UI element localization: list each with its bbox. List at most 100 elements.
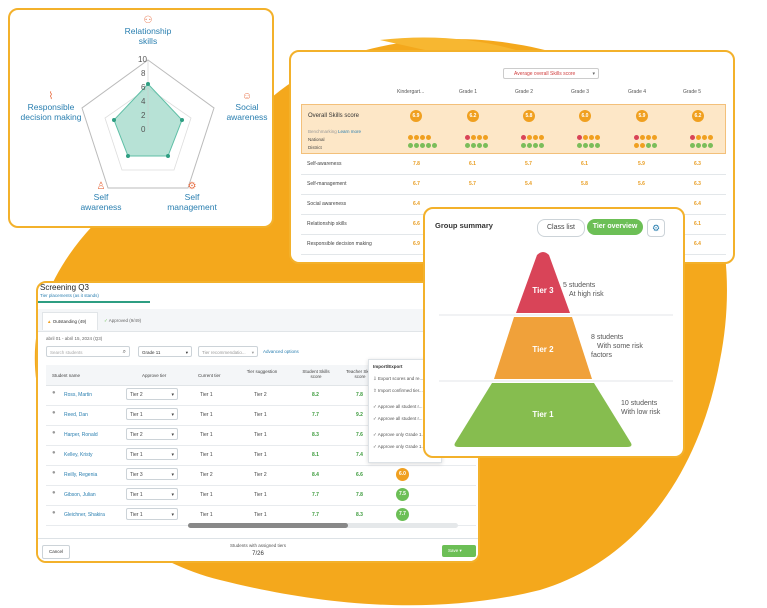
national-label: National <box>308 137 325 142</box>
student-name-link[interactable]: Reilly, Regenia <box>64 472 98 478</box>
handshake-icon: ⚇ <box>143 15 153 26</box>
approve-tier-select[interactable]: Tier 3 ▾ <box>126 468 178 480</box>
person-icon: ♙ <box>96 181 106 192</box>
overall-score: 5.8 <box>523 110 535 122</box>
current-tier: Tier 1 <box>200 492 213 498</box>
overall-score-row: Overall Skills score 6.9 6.2 5.8 6.0 5.9… <box>301 104 726 154</box>
table-row: ● Reilly, Regenia Tier 3 ▾ Tier 2 Tier 2 8.4 6.… <box>46 465 476 486</box>
column-header[interactable]: Kindergart... <box>397 89 425 95</box>
score-type-dropdown[interactable]: Average overall Skills score ▾ <box>503 68 599 79</box>
overall-score: 5.9 <box>636 110 648 122</box>
radar-tick-10: 10 <box>138 55 147 64</box>
current-tier: Tier 1 <box>200 392 213 398</box>
footer-label: Students with assigned tiers <box>229 543 287 548</box>
advanced-options-link[interactable]: Advanced options <box>263 349 299 354</box>
district-label: District <box>308 145 322 150</box>
teacher-skills-score: 7.4 <box>356 452 363 458</box>
overall-score: 6.2 <box>692 110 704 122</box>
menu-item-export[interactable]: ⇩ Export scores and re... <box>373 376 424 381</box>
chevron-down-icon: ▾ <box>171 472 174 478</box>
teacher-skills-score: 8.3 <box>356 512 363 518</box>
column-header[interactable]: Grade 1 <box>459 89 478 95</box>
save-button[interactable]: Save ▾ <box>442 545 476 557</box>
score-chip: 7.5 <box>396 488 409 501</box>
student-name-link[interactable]: Kelley, Kristy <box>64 452 93 458</box>
tier-suggestion: Tier 1 <box>254 432 267 438</box>
current-tier: Tier 1 <box>200 512 213 518</box>
radar-tick-4: 4 <box>141 97 146 106</box>
check-icon: ✓ <box>104 318 108 323</box>
learn-more-link[interactable]: Learn more <box>338 129 362 134</box>
column-header[interactable]: Grade 3 <box>571 89 590 95</box>
tier-filter[interactable]: Tier recommendatio... ▾ <box>198 346 258 357</box>
tier-1-label: Tier 1 <box>532 410 554 419</box>
student-skills-score: 8.3 <box>312 432 319 438</box>
teacher-skills-score: 7.8 <box>356 492 363 498</box>
tier-3-note: 5 students At high risk <box>563 282 604 298</box>
skill-row: Self-awareness 7.8 6.1 5.7 6.1 5.9 6.3 <box>301 154 726 175</box>
approve-tier-select[interactable]: Tier 2 ▾ <box>126 388 178 400</box>
tier-2-segment <box>494 317 592 379</box>
radar-point-selfmgmt <box>166 154 170 158</box>
tier-pyramid: Tier 3 Tier 2 Tier 1 <box>439 252 673 447</box>
cancel-button[interactable]: Cancel <box>42 545 70 559</box>
column-header[interactable]: Student Skills score <box>302 369 330 379</box>
avatar-icon: ● <box>52 430 56 436</box>
column-header[interactable]: Grade 4 <box>628 89 647 95</box>
column-header[interactable]: Teacher Skills score <box>346 369 374 379</box>
radar-tick-2: 2 <box>141 111 146 120</box>
scrollbar-thumb[interactable] <box>188 523 348 528</box>
approve-tier-select[interactable]: Tier 1 ▾ <box>126 508 178 520</box>
horizontal-scrollbar[interactable] <box>188 523 458 528</box>
column-header[interactable]: Current tier <box>198 373 221 378</box>
current-tier: Tier 1 <box>200 432 213 438</box>
tab-tier-overview[interactable]: Tier overview <box>587 219 643 235</box>
student-name-link[interactable]: Harper, Ronald <box>64 432 98 438</box>
menu-item-approve-all[interactable]: ✓ Approve all student r... <box>373 416 423 421</box>
approve-tier-select[interactable]: Tier 1 ▾ <box>126 448 178 460</box>
tier-3-label: Tier 3 <box>532 286 554 295</box>
tier-suggestion: Tier 1 <box>254 492 267 498</box>
column-header[interactable]: Grade 2 <box>515 89 534 95</box>
approve-tier-select[interactable]: Tier 1 ▾ <box>126 488 178 500</box>
student-name-link[interactable]: Reed, Dan <box>64 412 88 418</box>
tab-outstanding[interactable]: ▲ Outstanding (49) <box>42 312 98 330</box>
search-input[interactable]: Search students ⌕ <box>46 346 130 357</box>
chevron-down-icon: ▾ <box>251 350 254 355</box>
student-name-link[interactable]: Gibson, Julian <box>64 492 96 498</box>
column-header[interactable]: Approve tier <box>142 373 167 378</box>
tier-2-note: 8 students With some risk factors <box>591 334 643 359</box>
menu-item-approve-grade[interactable]: ✓ Approve only Grade 1... <box>373 432 426 437</box>
radar-chart: 10 8 6 4 2 0 <box>81 55 215 189</box>
tab-approved[interactable]: ✓ Approved (9/49) <box>104 318 142 323</box>
tier-2-label: Tier 2 <box>532 345 554 354</box>
approve-tier-select[interactable]: Tier 1 ▾ <box>126 408 178 420</box>
menu-item-import[interactable]: ⇧ Import confirmed tier... <box>373 388 423 393</box>
chevron-down-icon: ▾ <box>592 71 595 77</box>
avatar-icon: ● <box>52 390 56 396</box>
column-header[interactable]: Grade 5 <box>683 89 702 95</box>
people-icon: ☺ <box>241 91 253 102</box>
current-tier: Tier 1 <box>200 412 213 418</box>
student-name-link[interactable]: Gleichner, Shakira <box>64 512 105 518</box>
student-name-link[interactable]: Ross, Martin <box>64 392 93 398</box>
tab-class-list[interactable]: Class list <box>537 219 585 237</box>
avatar-icon: ● <box>52 450 56 456</box>
table-row: ● Reed, Dan Tier 1 ▾ Tier 1 Tier 1 7.7 9.2 <box>46 405 476 426</box>
chevron-down-icon: ▾ <box>171 492 174 498</box>
benchmark-dots <box>577 132 601 148</box>
tier-suggestion: Tier 2 <box>254 392 267 398</box>
gear-icon[interactable]: ⚙ <box>647 219 665 237</box>
menu-item-approve-all[interactable]: ✓ Approve all student r... <box>373 404 423 409</box>
column-header[interactable]: Student name <box>52 373 81 378</box>
chevron-down-icon: ▾ <box>171 452 174 458</box>
footer-bar: Cancel Students with assigned tiers 7/26… <box>38 538 478 561</box>
menu-item-approve-grade[interactable]: ✓ Approve only Grade 1... <box>373 444 426 449</box>
radar-point-decision <box>112 118 116 122</box>
score-chip: 6.0 <box>396 468 409 481</box>
approve-tier-select[interactable]: Tier 2 ▾ <box>126 428 178 440</box>
grade-filter[interactable]: Grade 11 ▾ <box>138 346 192 357</box>
tier-1-note: 10 students With low risk <box>621 400 661 416</box>
benchmarking-label: Benchmarking Learn more <box>308 129 362 134</box>
column-header[interactable]: Tier suggestion <box>246 369 278 374</box>
